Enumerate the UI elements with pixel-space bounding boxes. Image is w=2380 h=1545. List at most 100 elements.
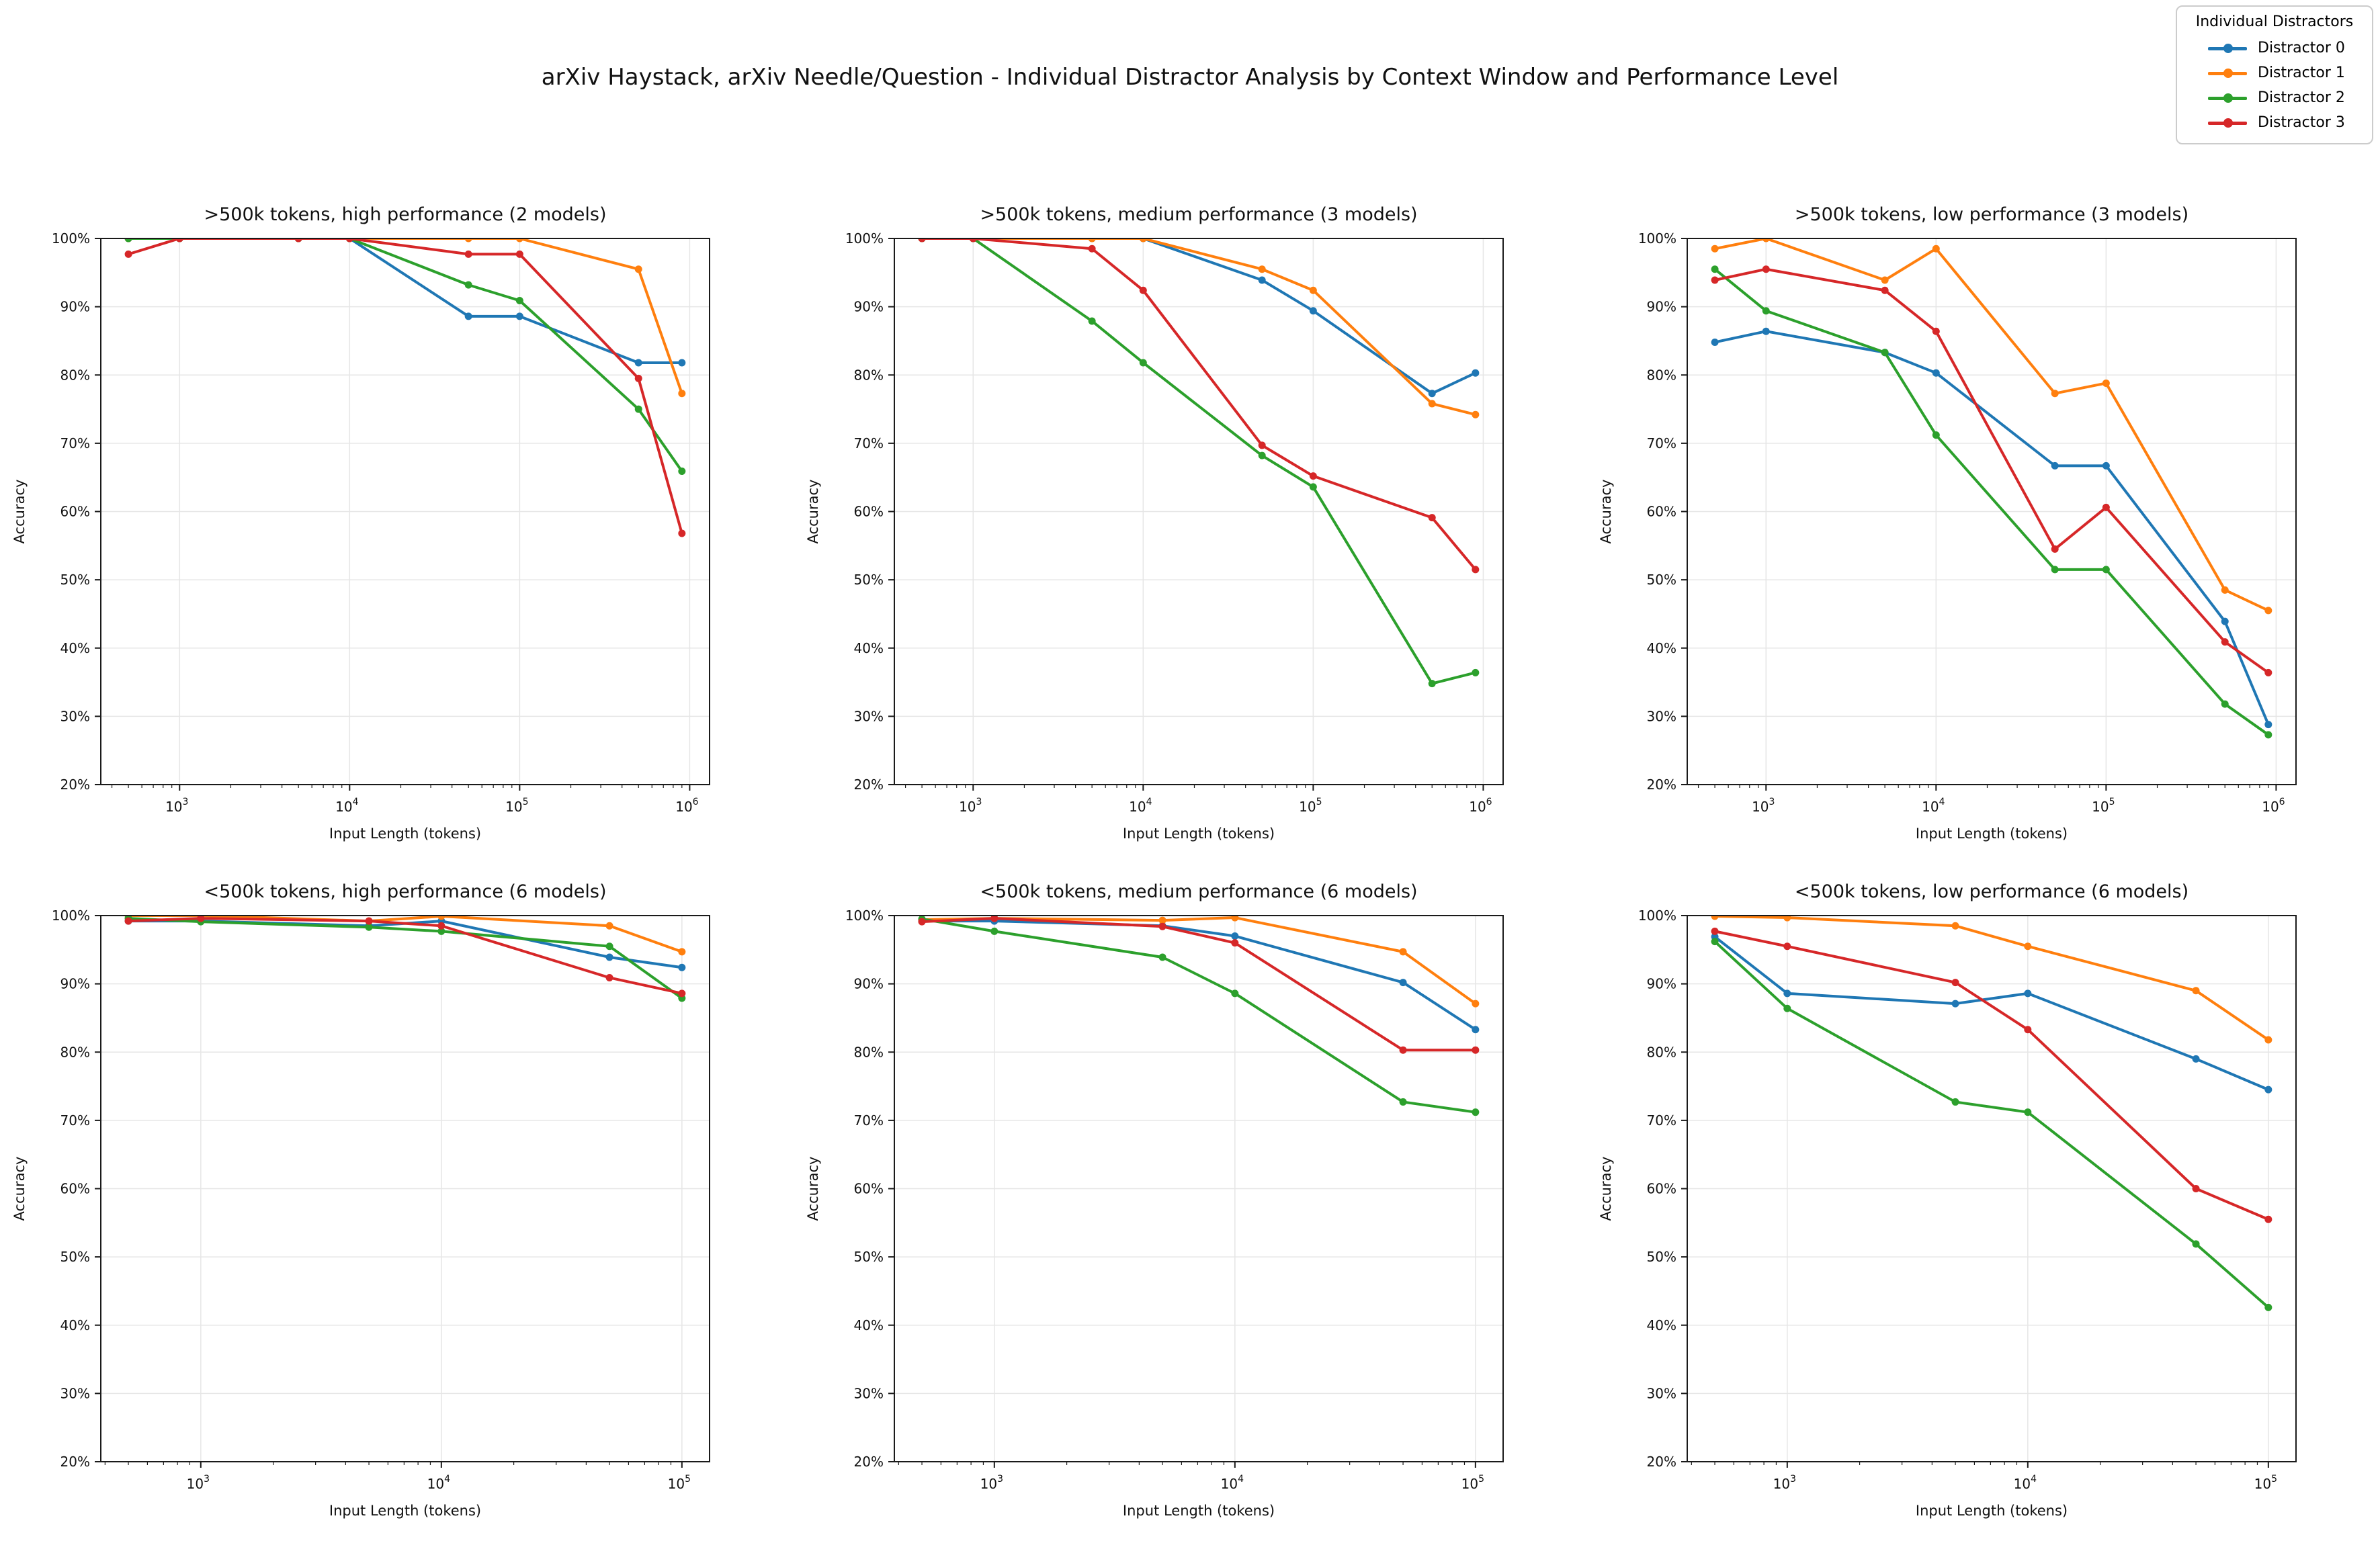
data-point-marker (1932, 369, 1940, 377)
data-point-marker (2221, 617, 2229, 625)
x-tick-label: 106 (1469, 797, 1492, 815)
y-tick-label: 50% (60, 1249, 90, 1265)
axis-ticks: 20% 30% 40% 50% 60% 70% 80% 90% 100% 103 104 105 (845, 908, 1484, 1492)
y-tick-label: 80% (60, 1044, 90, 1060)
data-point-marker (1881, 349, 1889, 357)
data-point-marker (1881, 276, 1889, 284)
series-line-distractor-0 (1713, 935, 2270, 1092)
series-line-distractor-3 (1713, 930, 2270, 1221)
y-tick-label: 70% (854, 1112, 884, 1129)
subplot-5: <500k tokens, medium performance (6 mode… (794, 865, 1587, 1542)
series-line-distractor-3 (127, 917, 683, 995)
y-tick-label: 70% (854, 435, 884, 451)
data-point-marker (678, 948, 686, 956)
y-tick-label: 90% (854, 976, 884, 992)
y-tick-label: 80% (60, 367, 90, 383)
y-axis-label: Accuracy (805, 1157, 821, 1221)
series-line-distractor-2 (1713, 940, 2270, 1309)
data-point-marker (1932, 431, 1940, 439)
y-tick-label: 60% (60, 1181, 90, 1197)
axis-ticks: 20% 30% 40% 50% 60% 70% 80% 90% 100% 103 104 105 106 (845, 230, 1492, 815)
subplot-canvas-6: <500k tokens, low performance (6 models)… (1598, 881, 2297, 1519)
subplot-4: <500k tokens, high performance (6 models… (0, 865, 794, 1542)
x-tick-label: 105 (1299, 797, 1322, 815)
x-axis-label: Input Length (tokens) (1916, 826, 2068, 842)
data-point-marker (2221, 638, 2229, 646)
legend-entry: Distractor 3 (2177, 110, 2372, 135)
axis-ticks: 20% 30% 40% 50% 60% 70% 80% 90% 100% 103 104 105 (52, 908, 691, 1492)
y-tick-label: 100% (845, 230, 884, 247)
data-point-marker (1158, 953, 1166, 961)
data-point-marker (990, 927, 998, 935)
data-point-marker (2264, 1215, 2272, 1223)
data-point-marker (365, 923, 373, 931)
data-point-marker (1399, 979, 1407, 987)
data-point-marker (1231, 989, 1239, 998)
data-point-marker (634, 405, 642, 413)
data-point-marker (2024, 1026, 2032, 1034)
series-line-distractor-2 (127, 917, 683, 1000)
data-point-marker (2264, 731, 2272, 739)
y-tick-label: 90% (1647, 976, 1676, 992)
legend-line-marker-icon (2208, 66, 2247, 81)
data-point-marker (634, 374, 642, 382)
data-point-marker (678, 989, 686, 998)
legend-entry-label: Distractor 0 (2258, 40, 2345, 56)
data-point-marker (2051, 545, 2059, 553)
data-point-marker (2024, 942, 2032, 951)
data-point-marker (1783, 989, 1791, 998)
series-line-distractor-3 (921, 238, 1477, 571)
y-tick-label: 30% (1647, 708, 1676, 724)
grid-lines (101, 238, 710, 785)
y-tick-label: 80% (1647, 1044, 1676, 1060)
legend-sample-dot (2223, 93, 2233, 103)
data-point-marker (918, 238, 926, 242)
data-point-marker (2102, 503, 2110, 511)
series-line-distractor-1 (127, 916, 683, 953)
data-point-marker (1783, 942, 1791, 951)
data-point-marker (1951, 1098, 1959, 1106)
series-line-distractor-3 (127, 238, 683, 535)
data-point-marker (2192, 1185, 2200, 1192)
data-point-marker (1783, 1004, 1791, 1012)
data-point-marker (1472, 1000, 1480, 1008)
data-point-marker (1472, 1108, 1480, 1116)
data-point-marker (2102, 379, 2110, 387)
data-point-marker (1399, 1046, 1407, 1054)
data-point-marker (437, 916, 445, 920)
data-point-marker (2192, 987, 2200, 995)
series-group (1711, 238, 2272, 739)
y-tick-label: 20% (1647, 1454, 1676, 1470)
legend-entry-label: Distractor 2 (2258, 89, 2345, 106)
subplot-canvas-1: >500k tokens, high performance (2 models… (11, 204, 710, 842)
axis-ticks: 20% 30% 40% 50% 60% 70% 80% 90% 100% 103 104 105 106 (1638, 230, 2285, 815)
y-tick-label: 90% (854, 299, 884, 315)
data-point-marker (464, 238, 472, 242)
legend-entry: Distractor 0 (2177, 36, 2372, 60)
data-point-marker (1309, 483, 1317, 491)
data-point-marker (1231, 916, 1239, 922)
y-tick-label: 70% (1647, 435, 1676, 451)
data-point-marker (1258, 441, 1266, 449)
legend-entry-label: Distractor 3 (2258, 114, 2345, 131)
data-point-marker (124, 250, 132, 258)
y-tick-label: 30% (1647, 1385, 1676, 1401)
series-line-distractor-2 (921, 918, 1477, 1114)
series-line-distractor-0 (1713, 330, 2270, 726)
data-point-marker (515, 238, 523, 242)
data-point-marker (1258, 276, 1266, 284)
y-tick-label: 20% (60, 1454, 90, 1470)
grid-lines (894, 915, 1503, 1462)
series-line-distractor-1 (1713, 916, 2270, 1041)
x-tick-label: 106 (675, 797, 698, 815)
y-axis-label: Accuracy (805, 480, 821, 544)
x-tick-label: 105 (505, 797, 528, 815)
series-group (124, 238, 686, 537)
subplot-title: >500k tokens, high performance (2 models… (204, 204, 606, 225)
x-tick-label: 105 (668, 1474, 691, 1492)
data-point-marker (2264, 668, 2272, 676)
data-point-marker (605, 942, 613, 951)
subplot-canvas-3: >500k tokens, low performance (3 models)… (1598, 204, 2297, 842)
data-point-marker (1428, 680, 1436, 688)
data-point-marker (1783, 916, 1791, 922)
